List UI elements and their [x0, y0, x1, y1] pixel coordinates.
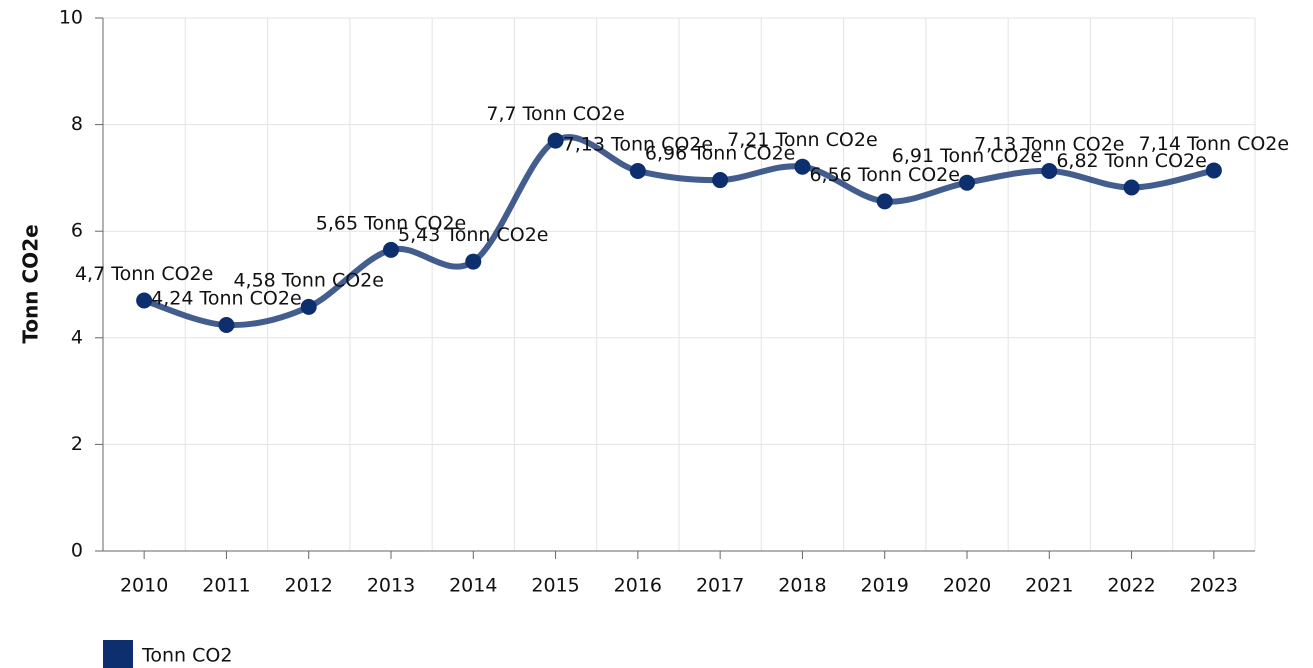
data-label: 6,96 Tonn CO2e — [645, 143, 795, 165]
line — [141, 134, 1217, 329]
data-label: 7,21 Tonn CO2e — [727, 129, 877, 151]
data-label: 6,91 Tonn CO2e — [892, 145, 1042, 167]
x-tick-label: 2017 — [696, 575, 744, 597]
x-tick-label: 2014 — [449, 575, 497, 597]
marker — [1123, 179, 1140, 196]
data-label: 6,82 Tonn CO2e — [1056, 150, 1206, 172]
data-label: 7,14 Tonn CO2e — [1139, 133, 1289, 155]
marker — [1205, 162, 1222, 179]
x-tick-label: 2016 — [614, 575, 662, 597]
data-label: 4,58 Tonn CO2e — [233, 269, 383, 291]
data-label: 6,56 Tonn CO2e — [809, 164, 959, 186]
marker — [547, 132, 564, 149]
x-tick-label: 2020 — [943, 575, 991, 597]
marker — [794, 158, 811, 175]
y-tick-label: 8 — [71, 113, 83, 135]
marker — [300, 298, 317, 315]
marker — [465, 253, 482, 270]
marker — [876, 193, 893, 210]
x-tick-label: 2021 — [1025, 575, 1073, 597]
legend-swatch — [103, 640, 133, 668]
data-label: 7,13 Tonn CO2e — [974, 133, 1124, 155]
x-tick-label: 2010 — [120, 575, 168, 597]
data-label: 4,7 Tonn CO2e — [75, 263, 213, 285]
y-tick-label: 0 — [71, 540, 83, 562]
x-tick-label: 2012 — [285, 575, 333, 597]
x-tick-label: 2018 — [778, 575, 826, 597]
data-label: 7,7 Tonn CO2e — [486, 103, 624, 125]
marker — [712, 172, 729, 189]
marker — [218, 317, 235, 334]
data-label: 5,43 Tonn CO2e — [398, 224, 548, 246]
marker — [959, 174, 975, 191]
data-label: 4,24 Tonn CO2e — [151, 288, 301, 310]
x-tick-label: 2019 — [861, 575, 909, 597]
x-tick-label: 2023 — [1190, 575, 1238, 597]
x-tick-label: 2022 — [1107, 575, 1155, 597]
marker — [629, 162, 646, 179]
y-tick-label: 6 — [71, 220, 83, 242]
marker — [136, 292, 153, 309]
x-tick-label: 2013 — [367, 575, 415, 597]
x-tick-label: 2011 — [202, 575, 250, 597]
y-tick-label: 2 — [71, 433, 83, 455]
legend-label: Tonn CO2 — [141, 645, 232, 667]
marker — [1041, 162, 1058, 179]
y-tick-label: 10 — [59, 7, 83, 29]
y-tick-label: 4 — [71, 326, 83, 348]
data-label: 5,65 Tonn CO2e — [316, 212, 466, 234]
x-tick-label: 2015 — [531, 575, 579, 597]
marker — [383, 241, 399, 258]
data-label: 7,13 Tonn CO2e — [563, 133, 713, 155]
y-axis-label: Tonn CO2e — [19, 224, 43, 343]
